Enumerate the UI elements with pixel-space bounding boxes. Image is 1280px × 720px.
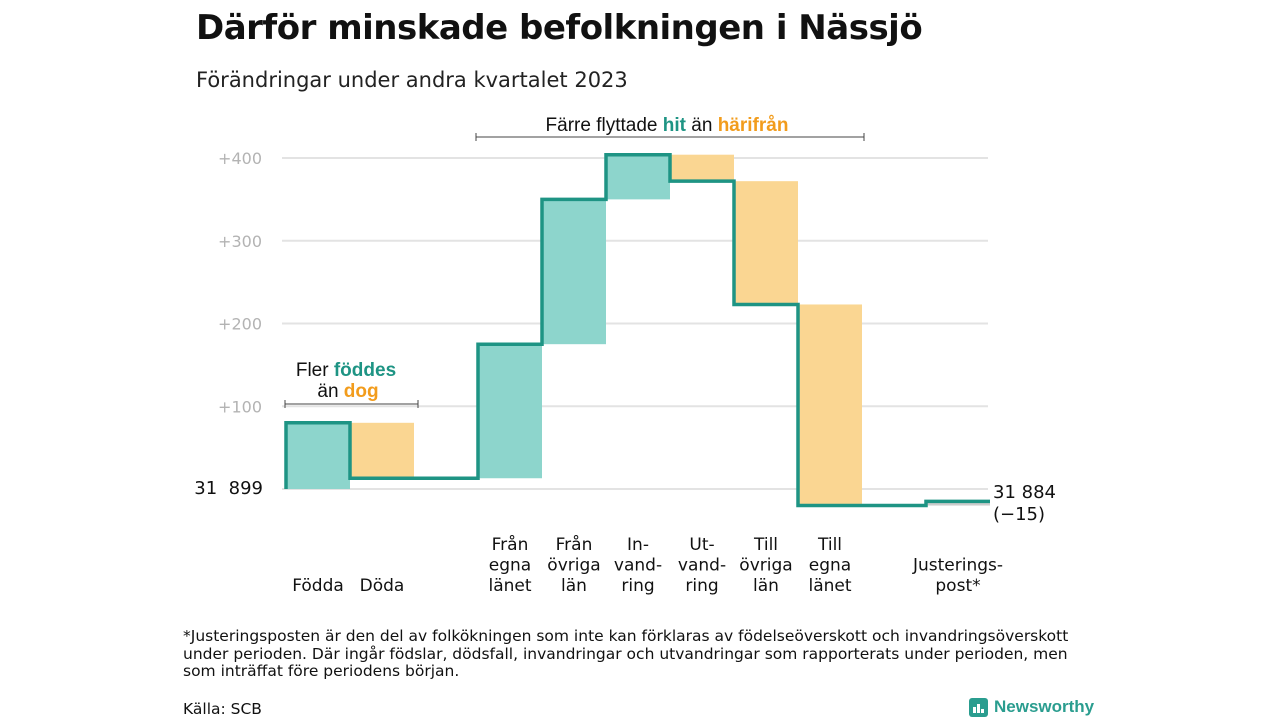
y-tick-label: +300 <box>218 232 262 251</box>
annotation-text-part: än <box>686 115 718 136</box>
waterfall-bar <box>350 422 414 479</box>
waterfall-bar <box>734 181 798 305</box>
category-label: övriga <box>739 556 792 576</box>
annotation-text-part: hit <box>663 115 687 136</box>
annotation-moves: Färre flyttade hit än härifrån <box>546 115 789 136</box>
annotation-text-part: Färre flyttade <box>546 115 663 136</box>
category-label: In- <box>627 535 649 555</box>
y-tick-label: +200 <box>218 315 262 334</box>
y-tick-label: +100 <box>218 397 262 416</box>
category-label: Till <box>753 535 778 555</box>
category-label: Till <box>817 535 842 555</box>
category-label: länet <box>488 576 531 596</box>
waterfall-bar <box>926 501 990 506</box>
category-label: vand- <box>678 556 726 576</box>
annotation-text-part: föddes <box>334 360 396 381</box>
category-label: Ut- <box>689 535 714 555</box>
category-label: Från <box>556 534 593 555</box>
category-label: ring <box>621 576 654 596</box>
category-label: egna <box>489 556 531 576</box>
category-label: Från <box>492 534 529 555</box>
waterfall-bar <box>478 344 542 479</box>
annotation-text-part: härifrån <box>718 115 789 136</box>
category-label: Justerings- <box>912 556 1003 576</box>
start-value-label: 31 899 <box>194 478 263 499</box>
category-label: ring <box>685 576 718 596</box>
waterfall-bar <box>542 199 606 345</box>
end-value-label: 31 884 <box>993 482 1056 503</box>
bar-chart-icon <box>969 697 988 717</box>
category-label: länet <box>808 576 851 596</box>
chart-title: Därför minskade befolkningen i Nässjö <box>196 8 923 48</box>
annotation-born-vs-died: Fler föddes <box>296 360 396 381</box>
annotation-text-part: än <box>317 381 343 402</box>
chart-subtitle: Förändringar under andra kvartalet 2023 <box>196 68 628 92</box>
source-label: Källa: SCB <box>183 700 262 718</box>
annotation-text-part: Fler <box>296 360 334 381</box>
category-label: vand- <box>614 556 662 576</box>
newsworthy-logo: Newsworthy <box>969 697 1094 717</box>
end-value-label: (−15) <box>993 504 1045 525</box>
annotation-text-part: dog <box>344 381 379 402</box>
annotation-born-vs-died: än dog <box>317 381 378 402</box>
category-label: post* <box>935 576 980 596</box>
category-label: län <box>561 576 587 596</box>
waterfall-bar <box>798 304 862 506</box>
waterfall-bar <box>286 422 350 489</box>
category-label: Döda <box>360 576 405 596</box>
cumulative-step-line <box>284 152 990 508</box>
category-label: län <box>753 576 779 596</box>
waterfall-bar <box>606 154 670 200</box>
footnote: *Justeringsposten är den del av folkökni… <box>183 627 1069 680</box>
waterfall-bar <box>670 154 734 182</box>
category-label: övriga <box>547 556 600 576</box>
category-label: Födda <box>292 576 344 596</box>
logo-text: Newsworthy <box>994 697 1095 716</box>
y-tick-label: +400 <box>218 149 262 168</box>
category-label: egna <box>809 556 851 576</box>
